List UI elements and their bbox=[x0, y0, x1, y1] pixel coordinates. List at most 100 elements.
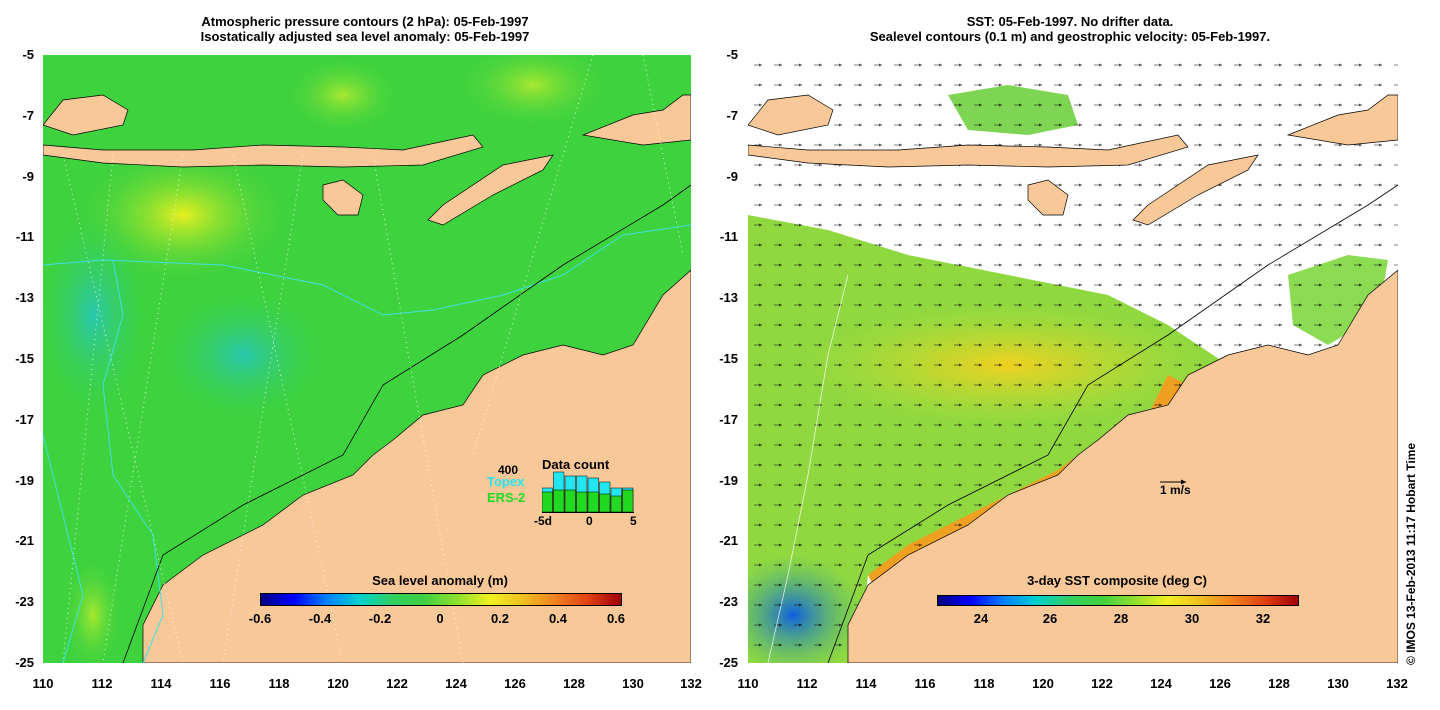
left-x-tick: 132 bbox=[680, 676, 702, 691]
inset-series-topex: Topex bbox=[487, 474, 525, 489]
inset-bar-ers2 bbox=[553, 489, 565, 513]
inset-bar-ers2 bbox=[599, 493, 611, 513]
right-sealevel-contour bbox=[827, 184, 1398, 663]
left-high-anomaly-3 bbox=[283, 55, 403, 135]
left-title: Atmospheric pressure contours (2 hPa): 0… bbox=[40, 14, 690, 44]
right-x-tick: 114 bbox=[855, 676, 877, 691]
right-y-tick: -19 bbox=[719, 473, 738, 488]
inset-bar-ers2 bbox=[542, 491, 553, 513]
right-x-tick: 122 bbox=[1091, 676, 1113, 691]
right-australia bbox=[847, 269, 1398, 663]
left-x-tick: 116 bbox=[209, 676, 231, 691]
left-island-timor bbox=[427, 154, 554, 226]
inset-max-label: 400 bbox=[498, 463, 519, 477]
right-island-timor bbox=[1132, 154, 1259, 226]
inset-series-ers2: ERS-2 bbox=[487, 490, 526, 505]
right-colorbar-label: 28 bbox=[1113, 611, 1129, 626]
right-y-tick: -23 bbox=[719, 594, 738, 609]
left-x-tick: 130 bbox=[622, 676, 644, 691]
right-x-tick: 120 bbox=[1032, 676, 1054, 691]
right-y-tick: -9 bbox=[726, 169, 738, 184]
left-y-tick: -19 bbox=[15, 473, 34, 488]
left-island-wetar bbox=[581, 94, 691, 146]
velocity-scale-label: 1 m/s bbox=[1160, 483, 1191, 497]
right-map bbox=[748, 55, 1398, 663]
left-x-tick: 124 bbox=[445, 676, 467, 691]
inset-xlab-mid: 0 bbox=[586, 514, 593, 528]
left-x-tick: 112 bbox=[91, 676, 113, 691]
inset-bar-ers2 bbox=[564, 489, 576, 513]
left-pressure-contour-3 bbox=[43, 434, 84, 663]
velocity-scale-arrowhead bbox=[1181, 479, 1186, 485]
left-colorbar-label: 0.4 bbox=[548, 611, 568, 626]
left-x-tick: 120 bbox=[327, 676, 349, 691]
left-pressure-contour-2 bbox=[102, 259, 164, 663]
inset-title: Data count bbox=[542, 457, 610, 472]
left-x-tick: 110 bbox=[32, 676, 54, 691]
left-colorbar-label: 0.6 bbox=[606, 611, 626, 626]
left-satellite-tracks bbox=[62, 55, 684, 663]
copyright-notice: © IMOS 13-Feb-2013 11:17 Hobart Time bbox=[1404, 442, 1418, 665]
left-island-flores bbox=[43, 134, 484, 168]
left-title-line1: Atmospheric pressure contours (2 hPa): 0… bbox=[201, 14, 529, 29]
right-y-tick: -7 bbox=[726, 108, 738, 123]
left-x-tick: 126 bbox=[504, 676, 526, 691]
left-y-tick: -5 bbox=[22, 47, 34, 62]
right-title: SST: 05-Feb-1997. No drifter data. Seale… bbox=[740, 14, 1400, 44]
right-x-tick: 118 bbox=[973, 676, 995, 691]
right-x-tick: 116 bbox=[914, 676, 936, 691]
inset-bar-ers2 bbox=[576, 491, 588, 513]
right-x-tick: 126 bbox=[1209, 676, 1231, 691]
right-x-tick: 112 bbox=[796, 676, 818, 691]
right-colorbar-label: 26 bbox=[1042, 611, 1058, 626]
right-y-tick: -25 bbox=[719, 655, 738, 670]
left-australia bbox=[142, 269, 691, 663]
right-colorbar-title: 3-day SST composite (deg C) bbox=[1027, 573, 1207, 588]
left-low-anomaly-1 bbox=[43, 205, 153, 425]
right-title-line1: SST: 05-Feb-1997. No drifter data. bbox=[966, 14, 1174, 29]
right-colorbar bbox=[937, 595, 1299, 606]
left-map bbox=[43, 55, 691, 663]
left-pressure-contour-1 bbox=[43, 224, 691, 316]
inset-bar-ers2 bbox=[610, 495, 622, 513]
inset-bar-ers2 bbox=[622, 489, 634, 513]
right-y-tick: -15 bbox=[719, 351, 738, 366]
left-y-tick: -11 bbox=[15, 229, 34, 244]
inset-bar-ers2 bbox=[587, 491, 599, 513]
right-colorbar-label: 32 bbox=[1255, 611, 1271, 626]
right-sealevel-contour-white bbox=[767, 274, 849, 663]
right-x-tick: 130 bbox=[1327, 676, 1349, 691]
left-x-tick: 122 bbox=[386, 676, 408, 691]
data-count-inset: Data count 400 Topex ERS-2 -5d 0 5 bbox=[470, 455, 650, 535]
left-x-tick: 114 bbox=[150, 676, 172, 691]
left-y-tick: -25 bbox=[15, 655, 34, 670]
left-y-tick: -23 bbox=[15, 594, 34, 609]
left-low-anomaly-3 bbox=[63, 555, 123, 663]
right-island-sumba bbox=[1027, 179, 1069, 216]
right-y-tick: -13 bbox=[719, 290, 738, 305]
right-y-tick: -5 bbox=[726, 47, 738, 62]
right-x-tick: 124 bbox=[1150, 676, 1172, 691]
right-colorbar-label: 30 bbox=[1184, 611, 1200, 626]
inset-xlab-start: -5d bbox=[534, 514, 552, 528]
left-colorbar-label: -0.4 bbox=[308, 611, 332, 626]
left-y-tick: -17 bbox=[15, 412, 34, 427]
inset-chart bbox=[542, 471, 634, 513]
right-title-line2: Sealevel contours (0.1 m) and geostrophi… bbox=[869, 29, 1271, 44]
right-y-tick: -21 bbox=[719, 533, 738, 548]
right-x-tick: 128 bbox=[1268, 676, 1290, 691]
left-sealevel-contour bbox=[122, 184, 691, 663]
left-island-sumba bbox=[322, 179, 364, 216]
right-colorbar-label: 24 bbox=[973, 611, 989, 626]
left-colorbar-label: -0.2 bbox=[368, 611, 392, 626]
right-y-tick: -11 bbox=[719, 229, 738, 244]
right-island-wetar bbox=[1286, 94, 1398, 146]
left-low-anomaly-2 bbox=[153, 285, 333, 425]
left-colorbar-label: 0 bbox=[436, 611, 444, 626]
left-colorbar bbox=[260, 593, 622, 606]
left-high-anomaly-2 bbox=[453, 55, 613, 130]
right-y-tick: -17 bbox=[719, 412, 738, 427]
left-y-tick: -7 bbox=[22, 108, 34, 123]
right-island-flores bbox=[748, 134, 1189, 168]
left-y-tick: -21 bbox=[15, 533, 34, 548]
